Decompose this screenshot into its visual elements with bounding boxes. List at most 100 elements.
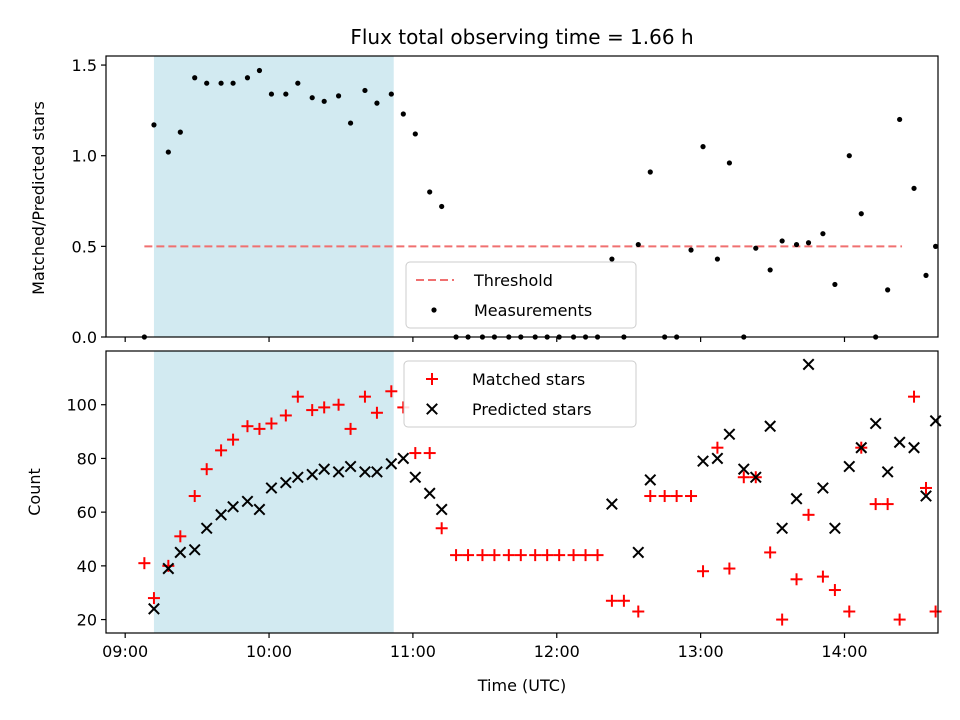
ratio-panel: 0.0 0.5 1.0 1.5 Threshold Measurements bbox=[72, 55, 939, 347]
predicted-stars-point-11 bbox=[291, 471, 304, 484]
predicted-stars-point-27 bbox=[711, 452, 724, 465]
legend-marker-b bbox=[426, 403, 438, 415]
predicted-stars-point-25 bbox=[644, 474, 657, 486]
matched-stars-point-29 bbox=[514, 549, 527, 562]
y-tick-label: 80 bbox=[77, 449, 97, 468]
predicted-stars-point-12 bbox=[306, 468, 319, 481]
predicted-stars-point-44 bbox=[929, 414, 942, 427]
predicted-stars-point-16 bbox=[359, 465, 371, 478]
matched-stars-point-15 bbox=[332, 398, 345, 411]
predicted-stars-point-12-b bbox=[306, 468, 319, 481]
shaded-interval bbox=[153, 56, 394, 337]
predicted-stars-point-40 bbox=[881, 465, 894, 478]
predicted-stars-point-5-b bbox=[215, 508, 227, 521]
matched-stars-point-32 bbox=[553, 549, 566, 562]
matched-stars-point-36 bbox=[605, 594, 618, 607]
legend-marker bbox=[431, 307, 437, 313]
measurements-point-1 bbox=[151, 122, 157, 128]
y-tick-label: 0.0 bbox=[72, 328, 97, 347]
predicted-stars-point-25-b bbox=[644, 474, 657, 486]
matched-stars-point-19 bbox=[385, 385, 398, 398]
predicted-stars-point-37-b bbox=[843, 460, 856, 473]
matched-stars-point-23 bbox=[435, 522, 448, 535]
matched-stars-point-48 bbox=[764, 546, 777, 559]
predicted-stars-point-26-b bbox=[697, 455, 709, 468]
measurements-point-54 bbox=[846, 153, 852, 159]
predicted-stars-point-28 bbox=[723, 428, 736, 441]
predicted-stars-point-17 bbox=[371, 465, 383, 478]
measurements-point-60 bbox=[923, 272, 929, 278]
matched-stars-point-24 bbox=[450, 549, 463, 562]
measurements-point-23 bbox=[439, 203, 445, 210]
matched-stars-point-12 bbox=[291, 390, 304, 403]
matched-stars-point-52 bbox=[816, 570, 829, 583]
predicted-stars-point-35 bbox=[817, 482, 829, 494]
legend-marker bbox=[426, 373, 438, 385]
measurements-point-38 bbox=[635, 241, 641, 248]
matched-stars-point-50 bbox=[790, 573, 803, 586]
matched-stars-point-46 bbox=[737, 471, 750, 484]
predicted-stars-point-33 bbox=[790, 492, 803, 505]
matched-stars-point-51 bbox=[802, 508, 815, 521]
measurements-point-3 bbox=[177, 129, 183, 135]
axes-frame bbox=[105, 55, 939, 338]
predicted-stars-point-21-b bbox=[423, 487, 436, 500]
y-axis-label-count: Count bbox=[25, 468, 44, 516]
matched-stars-point-37 bbox=[617, 594, 630, 607]
measurements-point-59 bbox=[911, 185, 917, 191]
y-tick-label: 40 bbox=[77, 557, 97, 576]
predicted-stars-point-6-b bbox=[227, 500, 239, 513]
predicted-stars-point-38-b bbox=[855, 441, 868, 454]
measurements-point-49 bbox=[779, 238, 785, 244]
matched-stars-point-25 bbox=[462, 549, 475, 562]
predicted-stars-point-2-b bbox=[174, 546, 187, 559]
matched-stars-point-45 bbox=[723, 562, 736, 575]
measurements-point-13 bbox=[309, 95, 315, 101]
measurements-point-48 bbox=[767, 267, 773, 273]
matched-stars-point-7 bbox=[227, 433, 240, 446]
matched-stars-point-35 bbox=[591, 549, 604, 562]
measurements-point-2 bbox=[165, 149, 171, 155]
predicted-stars-point-29 bbox=[737, 463, 750, 476]
predicted-stars-point-36-b bbox=[828, 522, 841, 535]
predicted-stars-point-26 bbox=[697, 455, 709, 468]
matched-stars-point-13 bbox=[306, 404, 319, 417]
matched-stars-point-6 bbox=[215, 444, 228, 457]
measurements-point-17 bbox=[362, 87, 368, 94]
predicted-stars-point-1-b bbox=[162, 562, 175, 575]
matched-stars-point-27 bbox=[488, 549, 501, 562]
predicted-stars-point-29-b bbox=[737, 463, 750, 476]
measurements-point-7 bbox=[230, 80, 236, 86]
matched-stars-point-60 bbox=[920, 481, 933, 494]
measurements-point-53 bbox=[832, 281, 838, 288]
matched-stars-point-40 bbox=[658, 490, 671, 503]
legend-box bbox=[405, 261, 637, 329]
predicted-stars-point-42 bbox=[908, 441, 920, 454]
measurements-point-5 bbox=[204, 80, 210, 86]
matched-stars-point-11 bbox=[279, 409, 292, 422]
predicted-stars-point-14-b bbox=[332, 465, 345, 478]
predicted-stars-point-27-b bbox=[711, 452, 724, 465]
matched-stars-point-17 bbox=[358, 390, 371, 403]
matched-stars-point-33 bbox=[567, 549, 580, 562]
legend: Threshold Measurements bbox=[405, 261, 637, 329]
predicted-stars-point-18-b bbox=[385, 457, 398, 470]
predicted-stars-point-0 bbox=[148, 602, 160, 615]
predicted-stars-point-3-b bbox=[188, 543, 201, 556]
predicted-stars-point-6 bbox=[227, 500, 239, 513]
y-tick-label: 100 bbox=[66, 396, 97, 415]
predicted-stars-point-19 bbox=[397, 452, 410, 465]
predicted-stars-point-15-b bbox=[344, 460, 357, 473]
predicted-stars-point-21 bbox=[423, 487, 436, 500]
predicted-stars-point-10 bbox=[279, 476, 292, 489]
x-tick-label: 14:00 bbox=[821, 642, 867, 661]
legend-marker bbox=[426, 403, 438, 415]
matched-stars-point-58 bbox=[893, 613, 906, 626]
x-tick-label: 10:00 bbox=[246, 642, 292, 661]
legend: Matched stars Predicted stars bbox=[403, 360, 637, 428]
predicted-stars-point-33-b bbox=[790, 492, 803, 505]
measurements-point-42 bbox=[688, 247, 694, 253]
predicted-stars-point-1 bbox=[162, 562, 175, 575]
